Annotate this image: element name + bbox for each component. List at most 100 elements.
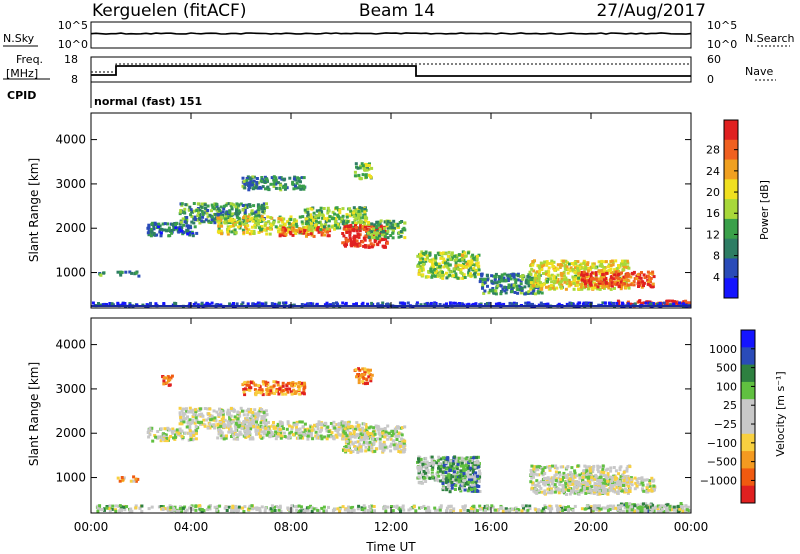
heatmap-cell	[471, 253, 475, 257]
heatmap-cell	[584, 465, 588, 469]
heatmap-cell	[461, 262, 465, 266]
heatmap-cell	[190, 410, 194, 414]
heatmap-cell	[161, 222, 165, 226]
heatmap-cell	[188, 205, 192, 209]
heatmap-cell	[603, 268, 607, 272]
heatmap-cell	[343, 421, 347, 425]
heatmap-cell	[463, 479, 467, 483]
heatmap-cell	[358, 225, 362, 229]
heatmap-cell	[272, 425, 276, 429]
heatmap-cell	[516, 288, 520, 291]
heatmap-cell	[435, 472, 439, 476]
heatmap-cell	[543, 489, 547, 493]
heatmap-cell	[457, 456, 461, 460]
heatmap-cell	[389, 449, 393, 453]
heatmap-cell	[238, 424, 242, 427]
heatmap-cell	[615, 301, 619, 305]
heatmap-cell	[542, 491, 546, 495]
heatmap-cell	[477, 264, 481, 268]
heatmap-cell	[346, 220, 350, 224]
heatmap-cell	[572, 282, 576, 285]
heatmap-cell	[568, 477, 572, 481]
heatmap-cell	[550, 487, 553, 491]
heatmap-cell	[257, 390, 261, 394]
heatmap-cell	[520, 287, 524, 290]
cpid-text: normal (fast) 151	[94, 95, 202, 108]
heatmap-cell	[278, 234, 282, 238]
heatmap-cell	[534, 483, 538, 487]
heatmap-cell	[501, 287, 505, 291]
heatmap-cell	[368, 445, 372, 449]
heatmap-cell	[419, 457, 423, 461]
freq-line	[91, 65, 691, 77]
heatmap-cell	[343, 225, 347, 229]
heatmap-cell	[469, 485, 473, 489]
heatmap-cell	[509, 277, 513, 281]
heatmap-cell	[471, 464, 475, 468]
heatmap-cell	[454, 264, 458, 268]
heatmap-cell	[259, 186, 263, 190]
heatmap-cell	[373, 432, 377, 436]
heatmap-cell	[216, 423, 220, 427]
heatmap-cell	[99, 273, 103, 277]
heatmap-cell	[649, 280, 652, 284]
heatmap-cell	[550, 280, 554, 284]
heatmap-cell	[475, 263, 479, 267]
heatmap-cell	[473, 272, 476, 276]
heatmap-cell	[529, 283, 533, 286]
heatmap-cell	[119, 271, 123, 275]
heatmap-cell	[335, 435, 339, 439]
heatmap-cell	[313, 423, 316, 427]
heatmap-cell	[312, 215, 316, 219]
heatmap-cell	[286, 420, 290, 424]
heatmap-cell	[369, 379, 373, 383]
heatmap-cell	[259, 424, 263, 428]
heatmap-cell	[346, 428, 350, 432]
heatmap-cell	[470, 488, 473, 492]
heatmap-cell	[352, 432, 356, 436]
colorbar-swatch	[724, 218, 738, 240]
heatmap-cell	[509, 273, 513, 277]
heatmap-cell	[237, 225, 241, 229]
heatmap-cell	[285, 384, 289, 388]
heatmap-cell	[304, 433, 308, 437]
heatmap-cell	[358, 206, 362, 210]
heatmap-cell	[415, 301, 419, 305]
heatmap-cell	[391, 223, 395, 227]
heatmap-cell	[619, 287, 623, 291]
heatmap-cell	[470, 459, 474, 462]
heatmap-cell	[195, 418, 199, 422]
heatmap-cell	[148, 433, 152, 437]
heatmap-cell	[358, 375, 362, 379]
heatmap-cell	[448, 490, 452, 494]
heatmap-cell	[191, 415, 195, 418]
heatmap-cell	[309, 218, 313, 222]
heatmap-cell	[381, 431, 385, 435]
heatmap-cell	[327, 434, 331, 438]
heatmap-cell	[523, 285, 527, 289]
heatmap-cell	[623, 265, 627, 269]
heatmap-cell	[239, 406, 243, 410]
heatmap-cell	[436, 462, 440, 466]
heatmap-cell	[422, 476, 426, 480]
heatmap-cell	[450, 270, 454, 274]
heatmap-cell	[456, 259, 460, 263]
heatmap-cell	[370, 445, 373, 449]
heatmap-cell	[172, 436, 175, 440]
heatmap-cell	[163, 427, 167, 431]
heatmap-cell	[271, 432, 274, 436]
heatmap-cell	[359, 224, 363, 228]
heatmap-cell	[367, 236, 371, 240]
heatmap-cell	[194, 428, 198, 432]
heatmap-cell	[598, 279, 602, 283]
heatmap-cell	[256, 429, 260, 433]
heatmap-cell	[576, 260, 580, 264]
heatmap-cell	[230, 205, 234, 209]
heatmap-cell	[266, 215, 270, 219]
heatmap-cell	[351, 221, 355, 225]
heatmap-cell	[326, 206, 330, 210]
heatmap-cell	[242, 388, 246, 391]
heatmap-cell	[299, 436, 303, 440]
heatmap-cell	[598, 287, 602, 291]
heatmap-cell	[156, 430, 160, 433]
